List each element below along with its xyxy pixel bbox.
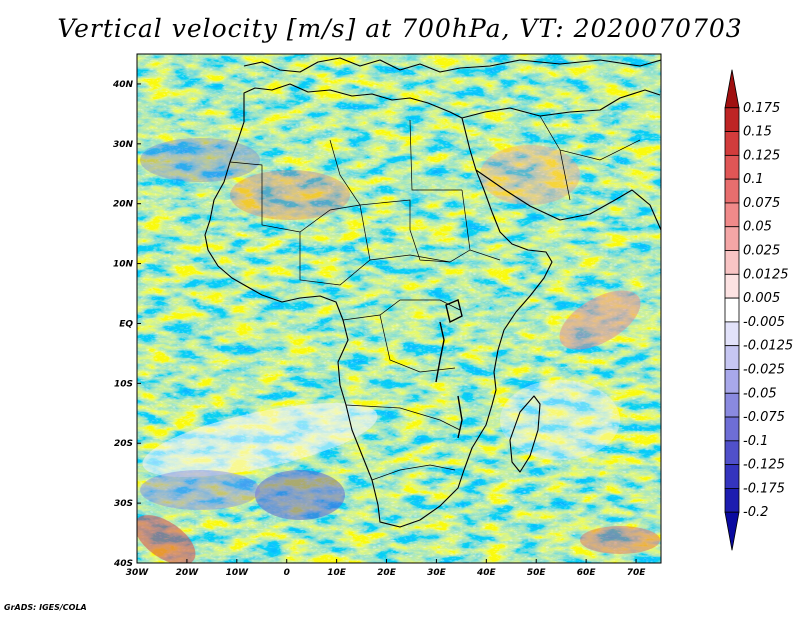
y-tick-label: 10N <box>113 260 134 270</box>
x-tick-label: 20E <box>377 568 397 578</box>
colorbar-segment <box>724 321 740 347</box>
colorbar-label: 0.005 <box>743 291 780 306</box>
colorbar-segment <box>724 440 740 466</box>
colorbar-segment <box>724 250 740 275</box>
field-patch <box>580 526 660 554</box>
lake-malawi <box>457 395 463 439</box>
colorbar-label: -0.025 <box>743 362 785 377</box>
border-line <box>371 464 456 481</box>
colorbar-label: -0.005 <box>743 315 785 330</box>
country-borders <box>229 115 641 481</box>
plot-frame <box>136 53 662 564</box>
x-tick-label: 20W <box>176 568 200 578</box>
colorbar-label: 0.175 <box>743 101 780 116</box>
colorbar-label: -0.075 <box>743 410 785 425</box>
x-tick-label: 70E <box>627 568 647 578</box>
y-tick-label: 30N <box>113 140 134 150</box>
border-line <box>461 189 501 261</box>
grads-credit: GrADS: IGES/COLA <box>4 603 87 612</box>
x-tick-label: 10W <box>226 568 250 578</box>
colorbar-segment <box>724 107 740 132</box>
y-tick-label: 40S <box>113 559 133 569</box>
border-line <box>409 229 451 263</box>
field-patch <box>137 515 196 563</box>
colorbar-segment <box>724 178 740 204</box>
colorbar-label: 0.075 <box>743 196 780 211</box>
border-line <box>539 115 641 161</box>
europe-coastline <box>243 57 661 73</box>
border-line <box>342 299 461 321</box>
colorbar-label: 0.15 <box>743 125 772 140</box>
border-line <box>229 161 361 233</box>
colorbar: 0.175 0.15 0.125 0.1 0.075 0.05 0.025 0.0125 0.0… <box>724 69 793 551</box>
colorbar-label: -0.0125 <box>743 339 793 354</box>
lake-victoria <box>445 299 463 324</box>
y-tick-label: 40N <box>112 80 134 90</box>
x-tick-label: 30E <box>427 568 447 578</box>
longitude-axis: 30W 20W 10W 0 10E 20E 30E 40E 50E 60E 70E <box>126 559 646 578</box>
asia-coastline <box>461 89 661 119</box>
border-line <box>359 204 371 261</box>
y-tick-label: 30S <box>114 499 133 509</box>
colorbar-segment <box>724 345 740 370</box>
colorbar-label: 0.0125 <box>743 267 789 282</box>
colorbar-label: -0.05 <box>743 386 777 401</box>
colorbar-segment <box>724 464 740 489</box>
x-tick-label: 60E <box>577 568 597 578</box>
africa-coastline <box>204 83 553 528</box>
colorbar-segment <box>724 392 740 418</box>
y-tick-label: 20N <box>113 200 134 210</box>
colorbar-top-arrow <box>724 69 740 109</box>
border-line <box>345 404 461 431</box>
field-patch <box>140 138 260 182</box>
colorbar-segment <box>724 131 740 156</box>
lakes <box>435 299 463 439</box>
vertical-velocity-field <box>137 54 661 563</box>
colorbar-segment <box>724 488 740 513</box>
map-title: Vertical velocity [m/s] at 700hPa, VT: 2… <box>57 14 743 43</box>
y-tick-label: EQ <box>119 319 133 329</box>
colorbar-label: 0.05 <box>743 220 772 235</box>
coastlines <box>204 57 661 528</box>
field-streaks <box>137 54 661 563</box>
colorbar-segment <box>724 273 740 299</box>
field-patch <box>559 290 641 350</box>
colorbar-label: -0.175 <box>743 481 785 496</box>
colorbar-segment <box>724 297 740 323</box>
x-tick-label: 10E <box>327 568 347 578</box>
colorbar-label: 0.125 <box>743 148 780 163</box>
colorbar-segment <box>724 226 740 251</box>
y-tick-label: 20S <box>114 439 133 449</box>
arabia-coastline <box>475 169 661 231</box>
x-tick-label: 50E <box>527 568 547 578</box>
lake-tanganyika <box>435 321 445 383</box>
colorbar-segment <box>724 202 740 228</box>
colorbar-segment <box>724 369 740 394</box>
madagascar-coastline <box>509 395 541 473</box>
colorbar-label: -0.1 <box>743 434 768 449</box>
field-patch <box>230 170 350 220</box>
colorbar-label: 0.025 <box>743 244 780 259</box>
field-patch <box>500 380 620 460</box>
colorbar-segment <box>724 154 740 180</box>
border-line <box>559 149 571 201</box>
y-tick-label: 10S <box>114 379 133 389</box>
colorbar-bottom-arrow <box>724 511 740 551</box>
field-patch <box>140 470 260 510</box>
colorbar-label: 0.1 <box>743 172 764 187</box>
field-patch <box>142 402 378 478</box>
latitude-axis: 40N 30N 20N 10N EQ 10S 20S 30S 40S <box>112 80 141 569</box>
colorbar-label: -0.125 <box>743 458 785 473</box>
field-patch <box>255 470 345 520</box>
x-tick-label: 40E <box>476 568 497 578</box>
colorbar-label: -0.2 <box>743 505 768 520</box>
colorbar-segment <box>724 416 740 442</box>
x-tick-label: 0 <box>284 568 290 578</box>
x-tick-label: 30W <box>126 568 150 578</box>
border-line <box>409 119 462 191</box>
